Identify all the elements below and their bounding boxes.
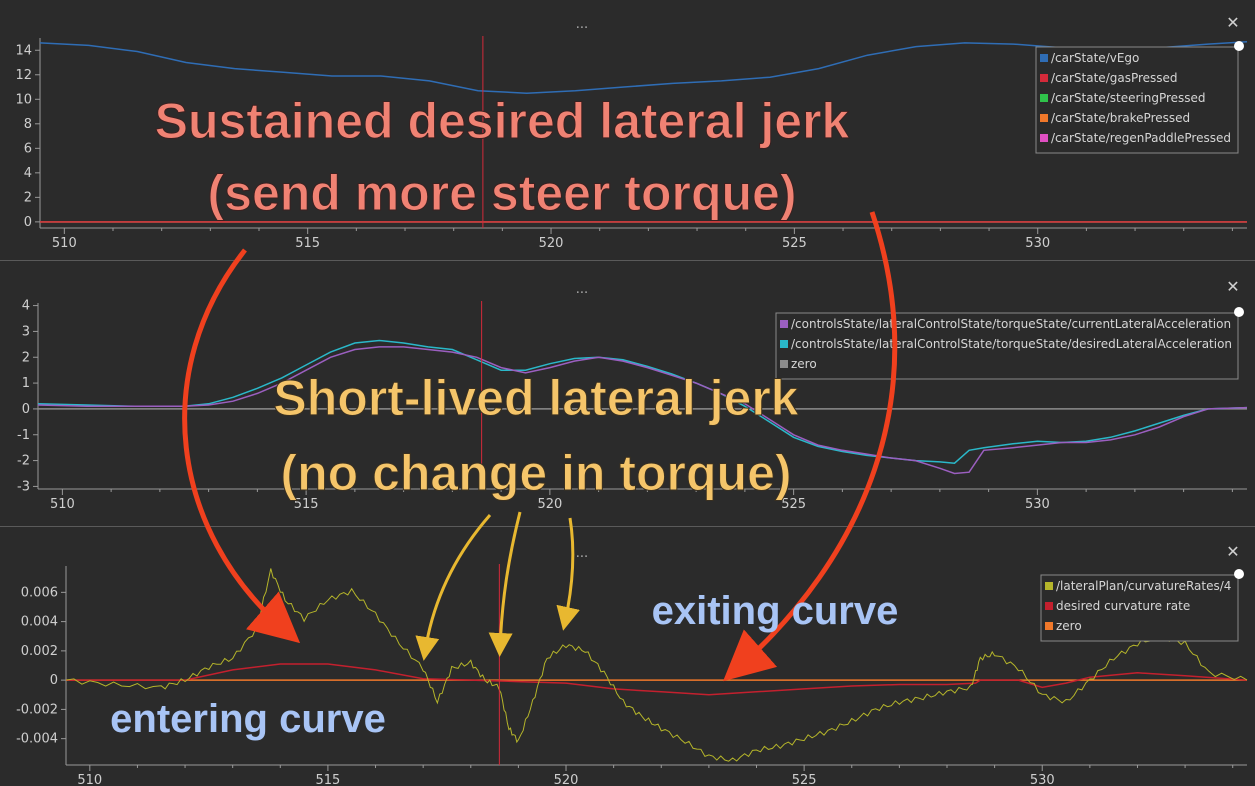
y-tick-label: 0 (50, 673, 58, 688)
legend-label: zero (791, 357, 817, 371)
y-tick-label: 2 (22, 350, 30, 365)
legend-swatch (1040, 94, 1048, 102)
legend-swatch (780, 340, 788, 348)
x-tick-label: 510 (50, 497, 75, 512)
annotation-exiting-curve: exiting curve (652, 589, 899, 633)
series-line (65, 568, 1248, 762)
legend-swatch (1040, 114, 1048, 122)
panel-divider (0, 526, 1255, 527)
annotation-entering-curve: entering curve (110, 697, 386, 741)
panel-menu-button[interactable]: ... (576, 17, 588, 32)
legend-swatch (1045, 622, 1053, 630)
panel-divider (0, 260, 1255, 261)
legend-swatch (780, 320, 788, 328)
legend-handle-icon (1234, 307, 1244, 317)
x-tick-label: 515 (295, 236, 320, 251)
legend-swatch (1040, 54, 1048, 62)
y-tick-label: -1 (17, 428, 30, 443)
y-tick-label: -3 (17, 479, 30, 494)
x-tick-label: 530 (1025, 236, 1050, 251)
legend-label: /controlsState/lateralControlState/torqu… (791, 337, 1232, 351)
close-icon[interactable]: ✕ (1226, 13, 1239, 32)
legend-box (775, 312, 1239, 380)
x-tick-label: 515 (294, 497, 319, 512)
y-tick-label: 1 (22, 376, 30, 391)
y-tick-label: 3 (22, 324, 30, 339)
y-tick-label: -2 (17, 454, 30, 469)
x-tick-label: 530 (1025, 497, 1050, 512)
x-tick-label: 530 (1030, 773, 1055, 786)
legend-swatch (1040, 134, 1048, 142)
legend-label: /carState/gasPressed (1051, 71, 1178, 85)
legend-swatch (1045, 582, 1053, 590)
x-tick-label: 510 (77, 773, 102, 786)
x-tick-label: 525 (781, 497, 806, 512)
series-line (66, 663, 1248, 696)
y-tick-label: 10 (15, 92, 32, 107)
annotation-short-line2: (no change in torque) (280, 445, 791, 501)
x-tick-label: 525 (792, 773, 817, 786)
y-tick-label: -0.002 (16, 702, 58, 717)
y-tick-label: 2 (24, 190, 32, 205)
x-tick-label: 510 (52, 236, 77, 251)
plot-panel-vego: 510 515 520 525 530 0 2 4 6 8 10 12 14/carState/vEgo… (15, 36, 1248, 251)
x-tick-label: 520 (554, 773, 579, 786)
legend-handle-icon (1234, 41, 1244, 51)
y-tick-label: 0.006 (21, 585, 58, 600)
x-tick-label: 515 (316, 773, 341, 786)
legend-label: /carState/steeringPressed (1051, 91, 1206, 105)
y-tick-label: 6 (24, 141, 32, 156)
y-tick-label: 0.002 (21, 644, 58, 659)
legend-box (1035, 46, 1239, 154)
plot-panel-curvature-rates: 510 515 520 525 530 -0.004 -0.002 0 0.002 0.004 0.… (16, 564, 1248, 786)
legend-label: /lateralPlan/curvatureRates/4 (1056, 579, 1231, 593)
panel-menu-button[interactable]: ... (576, 546, 588, 561)
annotation-sustained-line2: (send more steer torque) (207, 165, 796, 221)
y-tick-label: 0.004 (21, 615, 58, 630)
panel-menu-button[interactable]: ... (576, 282, 588, 297)
close-icon[interactable]: ✕ (1226, 542, 1239, 561)
series-line (37, 346, 1248, 475)
legend-label: desired curvature rate (1056, 599, 1190, 613)
legend-box (1040, 574, 1239, 642)
y-tick-label: 0 (22, 402, 30, 417)
y-tick-label: 0 (24, 215, 32, 230)
sustained-arrow-right (723, 211, 898, 682)
y-tick-label: 8 (24, 117, 32, 132)
legend-label: /carState/vEgo (1051, 51, 1139, 65)
short-arrow-2 (488, 511, 522, 657)
short-arrow-1 (415, 514, 492, 661)
legend-swatch (780, 360, 788, 368)
legend-label: /carState/regenPaddlePressed (1051, 131, 1231, 145)
legend-swatch (1045, 602, 1053, 610)
y-tick-label: 4 (22, 299, 30, 314)
y-tick-label: -0.004 (16, 732, 58, 747)
legend-label: /carState/brakePressed (1051, 111, 1190, 125)
annotation-short-line1: Short-lived lateral jerk (273, 370, 798, 426)
y-tick-label: 12 (15, 68, 32, 83)
close-icon[interactable]: ✕ (1226, 277, 1239, 296)
y-tick-label: 14 (15, 43, 32, 58)
plot-panel-lateral-acceleration: 510 515 520 525 530 -3 -2 -1 0 1 2 3 4/controlsState… (17, 299, 1248, 512)
legend-label: /controlsState/lateralControlState/torqu… (791, 317, 1231, 331)
sustained-arrow-left (182, 248, 301, 644)
annotation-sustained-line1: Sustained desired lateral jerk (155, 93, 850, 149)
legend-handle-icon (1234, 569, 1244, 579)
short-arrow-3 (556, 517, 580, 631)
y-tick-label: 4 (24, 166, 32, 181)
x-tick-label: 520 (537, 497, 562, 512)
x-tick-label: 525 (782, 236, 807, 251)
x-tick-label: 520 (539, 236, 564, 251)
legend-label: zero (1056, 619, 1082, 633)
legend-swatch (1040, 74, 1048, 82)
